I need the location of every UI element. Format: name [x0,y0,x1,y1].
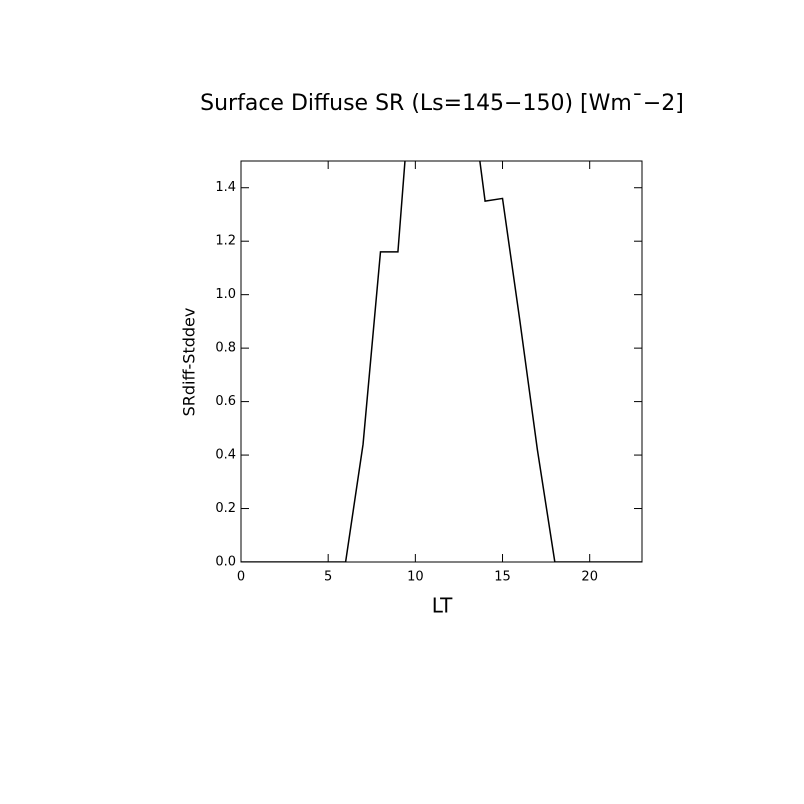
y-tick-label: 1.0 [215,287,236,302]
chart-title: Surface Diffuse SR (Ls=145−150) [Wm¯−2] [200,91,684,116]
y-axis-label: SRdiff-Stddev [180,308,199,417]
x-tick-label: 15 [494,570,511,585]
x-tick-label: 5 [324,570,332,585]
x-tick-label: 20 [581,570,598,585]
y-tick-label: 0.4 [215,448,236,463]
y-tick-label: 1.4 [215,180,236,195]
y-tick-label: 0.0 [215,555,236,570]
y-tick-label: 1.2 [215,234,236,249]
plot-frame [240,160,643,563]
x-tick-label: 0 [237,570,245,585]
y-tick-label: 0.8 [215,341,236,356]
y-tick-label: 0.6 [215,394,236,409]
y-tick-label: 0.2 [215,501,236,516]
x-tick-label: 10 [407,570,424,585]
x-axis-label: LT [432,594,453,618]
